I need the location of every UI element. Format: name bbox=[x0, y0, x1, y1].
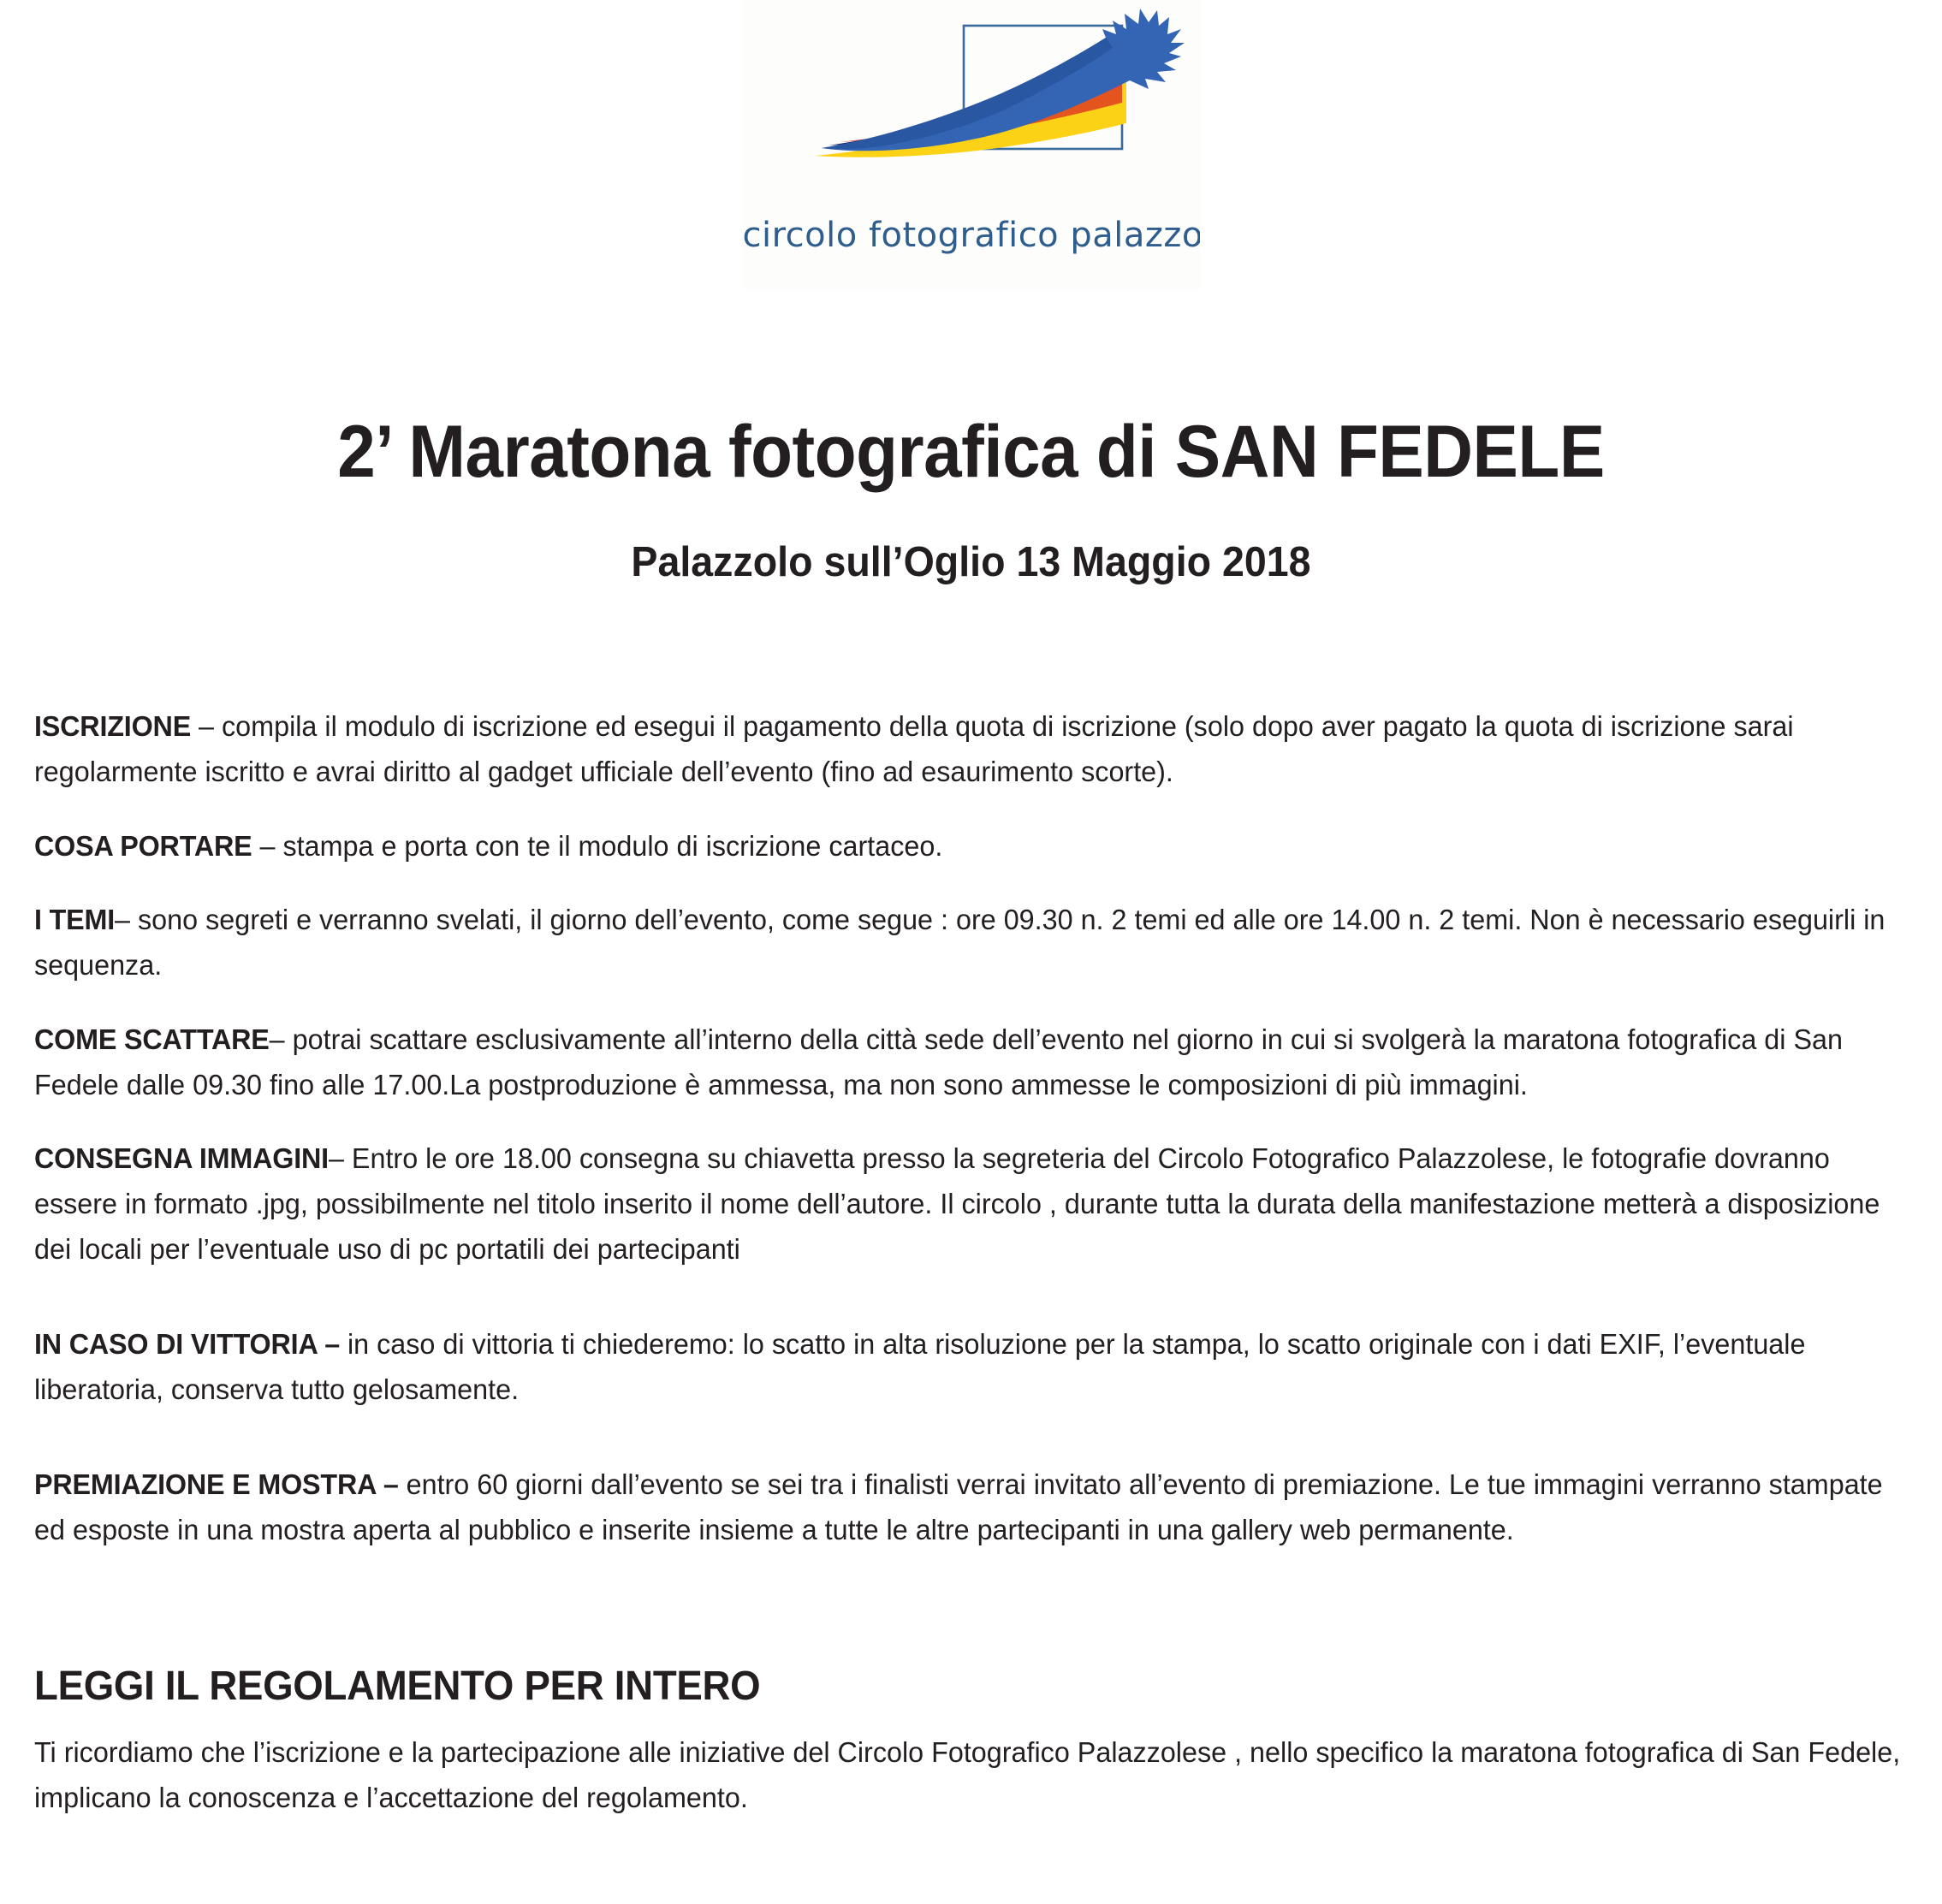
section-lead: PREMIAZIONE E MOSTRA – bbox=[34, 1469, 399, 1501]
section-cosa-portare: COSA PORTARE – stampa e porta con te il … bbox=[34, 824, 1907, 869]
section-lead: ISCRIZIONE bbox=[34, 711, 192, 743]
section-lead: CONSEGNA IMMAGINI bbox=[34, 1143, 329, 1175]
section-iscrizione: ISCRIZIONE – compila il modulo di iscriz… bbox=[34, 704, 1907, 795]
section-lead: COME SCATTARE bbox=[34, 1023, 270, 1056]
section-consegna-immagini: CONSEGNA IMMAGINI– Entro le ore 18.00 co… bbox=[34, 1136, 1907, 1272]
section-text: in caso di vittoria ti chiederemo: lo sc… bbox=[34, 1329, 1806, 1406]
logo-wordmark: circolo fotografico palazzolese bbox=[742, 216, 1200, 255]
section-lead: COSA PORTARE bbox=[34, 830, 252, 863]
regulation-text: Ti ricordiamo che l’iscrizione e la part… bbox=[34, 1736, 1901, 1814]
circolo-fotografico-logo-icon bbox=[814, 9, 1185, 157]
section-premiazione-e-mostra: PREMIAZIONE E MOSTRA – entro 60 giorni d… bbox=[34, 1462, 1907, 1553]
section-text: – compila il modulo di iscrizione ed ese… bbox=[34, 711, 1794, 788]
section-come-scattare: COME SCATTARE– potrai scattare esclusiva… bbox=[34, 1017, 1907, 1108]
page-title: 2’ Maratona fotografica di SAN FEDELE bbox=[337, 411, 1605, 493]
section-text: – potrai scattare esclusivamente all’int… bbox=[34, 1023, 1843, 1101]
section-text: – stampa e porta con te il modulo di isc… bbox=[252, 830, 943, 863]
section-text: – Entro le ore 18.00 consegna su chiavet… bbox=[34, 1143, 1880, 1266]
section-in-caso-di-vittoria: IN CASO DI VITTORIA – in caso di vittori… bbox=[34, 1322, 1907, 1413]
section-text: entro 60 giorni dall’evento se sei tra i… bbox=[34, 1469, 1883, 1546]
section-lead: IN CASO DI VITTORIA – bbox=[34, 1329, 340, 1361]
logo-card: circolo fotografico palazzolese bbox=[742, 0, 1200, 289]
regulation-heading: LEGGI IL REGOLAMENTO PER INTERO bbox=[34, 1664, 761, 1709]
section-text: – sono segreti e verranno svelati, il gi… bbox=[34, 905, 1886, 982]
logo-block: circolo fotografico palazzolese bbox=[0, 0, 1942, 289]
page-subtitle: Palazzolo sull’Oglio 13 Maggio 2018 bbox=[631, 539, 1311, 585]
rules-body: ISCRIZIONE – compila il modulo di iscriz… bbox=[0, 704, 1942, 1821]
section-i-temi: I TEMI– sono segreti e verranno svelati,… bbox=[34, 898, 1907, 988]
section-lead: I TEMI bbox=[34, 905, 116, 936]
